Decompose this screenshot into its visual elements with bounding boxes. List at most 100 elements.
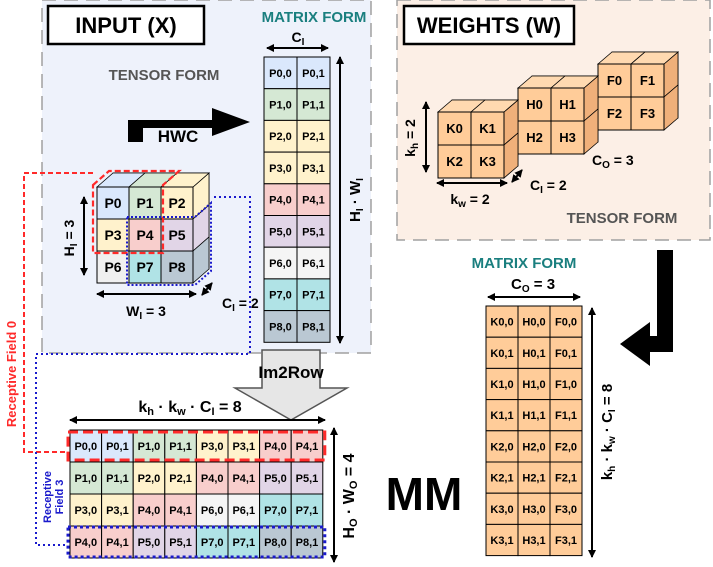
weights-matrix-cell-label: K1,1 — [490, 410, 513, 422]
weights-matrix-cell-label: H3,1 — [522, 535, 545, 547]
input-matrix-cell — [296, 310, 331, 343]
input-matrix-width-label: CI — [292, 29, 305, 48]
im2row-width-label: kh · kw · CI = 8 — [138, 399, 241, 418]
cube-front-cell — [160, 218, 194, 252]
kernel-f-cell — [630, 96, 665, 131]
weights-matrix-cell-label: K3,1 — [490, 535, 513, 547]
weights-matrix-cell-label: F0,1 — [555, 348, 577, 360]
mm-label: MM — [386, 468, 463, 520]
im2row-cell-label: P2,1 — [169, 473, 192, 485]
weights-matrix-cell — [485, 492, 519, 525]
input-matrix-cell-label: P4,0 — [269, 195, 292, 207]
im2row-cell — [164, 493, 197, 527]
im2row-cell — [290, 525, 324, 559]
im2row-cell-label: P1,1 — [169, 441, 192, 453]
cube-front-cell — [128, 218, 162, 252]
im2row-cell — [164, 525, 197, 559]
weights-matrix-cell — [485, 399, 519, 432]
kernel-h-cell-label: H1 — [559, 97, 576, 112]
input-matrix-cell-label: P1,1 — [302, 100, 325, 112]
weights-matrix-cell-label: K3,0 — [490, 504, 513, 516]
kernel-f-cell-label: F0 — [607, 73, 622, 88]
cube-front-cell-label: P0 — [104, 195, 121, 211]
kernel-f-cell — [597, 63, 632, 98]
weights-matrix-cell-label: H2,0 — [522, 441, 545, 453]
im2row-cell-label: P1,0 — [74, 473, 97, 485]
im2row-cell — [101, 429, 134, 463]
im2row-cell-label: P4,1 — [296, 441, 319, 453]
im2row-cell-label: P4,0 — [138, 505, 161, 517]
input-matrix-cell — [296, 56, 331, 90]
im2row-cell-label: P5,1 — [296, 473, 319, 485]
cube-front-cell-label: P5 — [168, 227, 185, 243]
cube-front-cell — [96, 186, 130, 220]
weights-matrix-cell — [485, 461, 519, 494]
im2row-cell-label: P8,1 — [296, 537, 319, 549]
input-matrix-cell-label: P7,0 — [269, 290, 292, 302]
weights-matrix-cell — [549, 367, 583, 401]
cube-width-label: WI = 3 — [126, 303, 166, 322]
input-matrix-cell-label: P2,1 — [302, 131, 325, 143]
im2row-row0-highlight — [66, 430, 327, 462]
im2row-cell-label: P4,1 — [169, 505, 192, 517]
weights-matrix-cell — [517, 399, 551, 432]
weights-matrix-width-label: CO = 3 — [511, 276, 555, 295]
im2row-cell-label: P6,1 — [232, 505, 255, 517]
weights-matrix-cell-label: F3,1 — [555, 535, 577, 547]
weights-matrix-cell-label: F1,0 — [555, 379, 577, 391]
hwc-arrow — [128, 108, 250, 142]
kernel-h-cell-label: H0 — [526, 97, 543, 112]
input-matrix-cell-label: P3,0 — [269, 163, 292, 175]
weights-tensor-cubes: F0 F1 F2 F3 H0 H1 H2 H3 K0 K1 K2 K3 — [436, 51, 680, 179]
im2row-cell-label: P7,1 — [296, 505, 319, 517]
input-matrix-cell-label: P6,0 — [269, 258, 292, 270]
input-matrix-cell — [263, 183, 298, 217]
im2row-cell-label: P3,0 — [201, 441, 224, 453]
cube-front-cell-label: P2 — [168, 195, 185, 211]
input-matrix-cell — [296, 183, 331, 217]
weights-matrix-cell — [517, 523, 551, 557]
weights-matrix-cell-label: H0,1 — [522, 348, 545, 360]
weights-matrix-cell-label: K2,1 — [490, 473, 513, 485]
kernel-f-cell — [630, 63, 665, 98]
im2row-cell-label: P8,0 — [264, 537, 287, 549]
co-weights-label: CO = 3 — [592, 152, 634, 171]
im2row-cell — [227, 461, 261, 495]
input-title: INPUT (X) — [75, 13, 176, 38]
im2row-cell-label: P2,0 — [138, 473, 161, 485]
cube-front-cell — [96, 218, 130, 252]
im2row-cell-label: P3,1 — [232, 441, 255, 453]
weights-matrix-cell-label: H1,0 — [522, 379, 545, 391]
weights-matrix-cell-label: K0,1 — [490, 348, 513, 360]
rf3-label-line2: Field 3 — [54, 480, 66, 515]
im2row-cell — [101, 525, 134, 559]
weights-matrix-cell-label: K0,0 — [490, 317, 513, 329]
weights-matrix-cell — [485, 523, 519, 557]
input-matrix-cell-label: P0,0 — [269, 68, 292, 80]
weights-title: WEIGHTS (W) — [417, 13, 561, 38]
input-matrix-cell — [296, 119, 331, 153]
weights-matrix-cell — [517, 461, 551, 494]
im2row-cell-label: P3,0 — [74, 505, 97, 517]
im2row-cell-label: P7,0 — [201, 537, 224, 549]
kernel-f-cell-label: F3 — [640, 106, 655, 121]
weights-matrix-cell-label: F2,1 — [555, 473, 577, 485]
cube-front-cell-label: P4 — [136, 227, 153, 243]
kernel-h-cell — [550, 120, 585, 155]
input-matrix-cell — [296, 246, 331, 280]
im2row-cell-label: P7,0 — [264, 505, 287, 517]
input-matrix-cell — [263, 119, 298, 153]
input-matrix-cell — [263, 246, 298, 280]
weights-matrix-cell — [549, 461, 583, 494]
input-matrix-cell-label: P0,1 — [302, 68, 325, 80]
im2row-cell-label: P5,0 — [138, 537, 161, 549]
weights-matrix-cell-label: F0,0 — [555, 317, 577, 329]
cube-front-cell-label: P1 — [136, 195, 153, 211]
im2row-cell-label: P4,0 — [264, 441, 287, 453]
cube-front-cell-label: P7 — [136, 259, 153, 275]
im2row-cell-label: P0,0 — [74, 441, 97, 453]
kernel-k-cell — [470, 144, 505, 179]
im2row-cell-label: P5,1 — [169, 537, 192, 549]
input-matrix-cell-label: P8,1 — [302, 321, 325, 333]
im2row-cell-label: P4,0 — [201, 473, 224, 485]
